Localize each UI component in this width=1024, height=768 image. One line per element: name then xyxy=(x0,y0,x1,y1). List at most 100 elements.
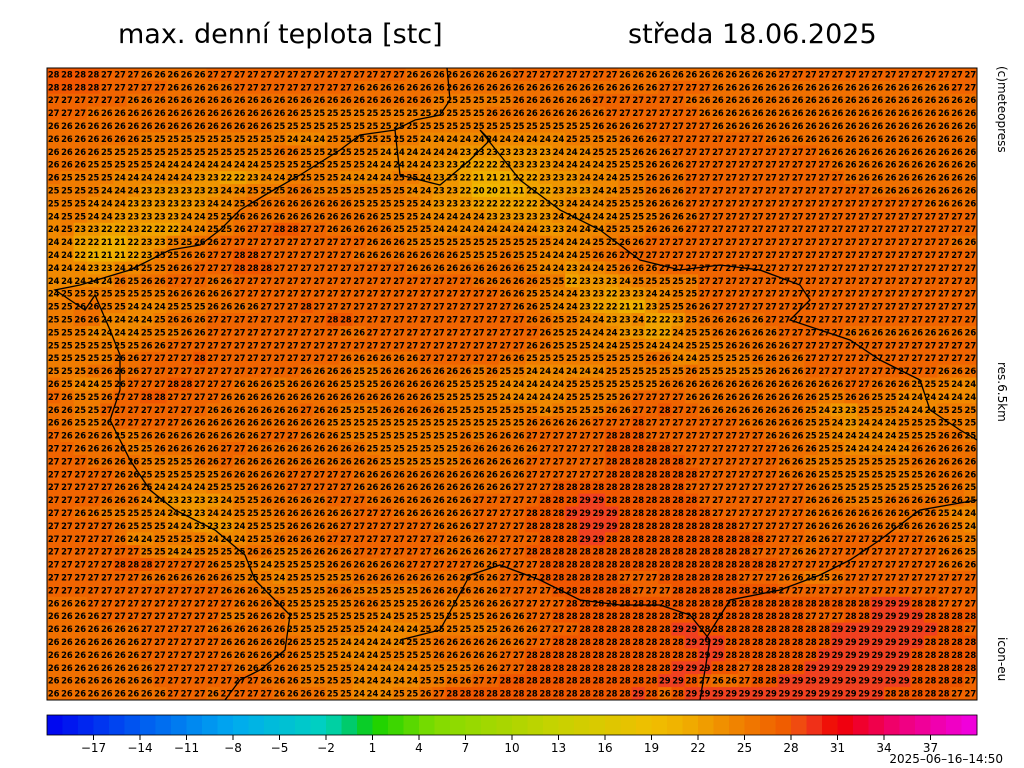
temperature-value: 27 xyxy=(752,456,764,466)
temperature-value: 26 xyxy=(539,82,551,92)
temperature-value: 22 xyxy=(539,186,551,196)
temperature-value: 27 xyxy=(872,302,884,312)
temperature-value: 27 xyxy=(274,289,286,299)
temperature-value: 24 xyxy=(300,134,312,144)
temperature-value: 27 xyxy=(792,250,804,260)
temperature-value: 26 xyxy=(832,82,844,92)
temperature-value: 26 xyxy=(340,392,352,402)
temperature-value: 26 xyxy=(380,469,392,479)
temperature-value: 25 xyxy=(566,379,578,389)
temperature-value: 27 xyxy=(433,276,445,286)
temperature-value: 27 xyxy=(433,302,445,312)
temperature-value: 26 xyxy=(659,173,671,183)
temperature-value: 26 xyxy=(832,108,844,118)
temperature-value: 26 xyxy=(74,315,86,325)
temperature-value: 27 xyxy=(526,495,538,505)
temperature-value: 24 xyxy=(473,211,485,221)
temperature-cell xyxy=(658,80,672,95)
temperature-value: 25 xyxy=(247,147,259,157)
temperature-value: 26 xyxy=(872,173,884,183)
temperature-value: 26 xyxy=(274,508,286,518)
temperature-value: 27 xyxy=(300,69,312,79)
temperature-value: 27 xyxy=(725,147,737,157)
temperature-value: 26 xyxy=(805,469,817,479)
temperature-value: 27 xyxy=(61,482,73,492)
temperature-value: 27 xyxy=(686,121,698,131)
temperature-value: 26 xyxy=(247,95,259,105)
temperature-value: 23 xyxy=(579,276,591,286)
temperature-value: 27 xyxy=(872,366,884,376)
temperature-value: 22 xyxy=(486,160,498,170)
temperature-cell xyxy=(578,80,593,95)
temperature-value: 25 xyxy=(181,237,193,247)
temperature-value: 26 xyxy=(686,302,698,312)
temperature-value: 27 xyxy=(898,315,910,325)
temperature-value: 27 xyxy=(752,289,764,299)
temperature-value: 25 xyxy=(74,366,86,376)
temperature-value: 22 xyxy=(606,302,618,312)
temperature-value: 27 xyxy=(911,237,923,247)
temperature-value: 26 xyxy=(818,379,830,389)
temperature-value: 26 xyxy=(460,443,472,453)
temperature-value: 25 xyxy=(101,173,113,183)
temperature-value: 26 xyxy=(194,418,206,428)
temperature-value: 26 xyxy=(951,237,963,247)
temperature-value: 27 xyxy=(686,108,698,118)
temperature-value: 26 xyxy=(74,160,86,170)
temperature-value: 26 xyxy=(925,108,937,118)
temperature-value: 22 xyxy=(526,173,538,183)
temperature-value: 26 xyxy=(779,469,791,479)
temperature-value: 27 xyxy=(792,263,804,273)
temperature-value: 25 xyxy=(433,456,445,466)
temperature-value: 25 xyxy=(367,198,379,208)
temperature-value: 27 xyxy=(739,289,751,299)
temperature-value: 26 xyxy=(526,418,538,428)
temperature-value: 27 xyxy=(872,250,884,260)
temperature-value: 27 xyxy=(712,211,724,221)
temperature-value: 25 xyxy=(858,469,870,479)
temperature-value: 24 xyxy=(566,160,578,170)
temperature-cell xyxy=(485,80,500,95)
temperature-value: 27 xyxy=(154,379,166,389)
temperature-value: 23 xyxy=(593,289,605,299)
temperature-value: 27 xyxy=(247,340,259,350)
temperature-value: 27 xyxy=(672,443,684,453)
temperature-value: 28 xyxy=(154,392,166,402)
temperature-value: 24 xyxy=(898,405,910,415)
temperature-cell xyxy=(299,68,314,82)
temperature-value: 27 xyxy=(234,353,246,363)
temperature-value: 27 xyxy=(74,495,86,505)
temperature-value: 24 xyxy=(141,173,153,183)
temperature-value: 27 xyxy=(260,302,272,312)
temperature-value: 25 xyxy=(566,405,578,415)
temperature-value: 22 xyxy=(473,160,485,170)
temperature-value: 27 xyxy=(805,173,817,183)
temperature-value: 26 xyxy=(606,405,618,415)
temperature-value: 26 xyxy=(74,431,86,441)
temperature-value: 27 xyxy=(221,315,233,325)
temperature-value: 27 xyxy=(473,302,485,312)
temperature-value: 27 xyxy=(566,443,578,453)
temperature-value: 26 xyxy=(287,495,299,505)
temperature-value: 27 xyxy=(260,69,272,79)
temperature-value: 27 xyxy=(274,431,286,441)
temperature-value: 27 xyxy=(845,276,857,286)
temperature-value: 25 xyxy=(221,482,233,492)
temperature-value: 26 xyxy=(632,134,644,144)
temperature-cell xyxy=(751,68,765,82)
temperature-value: 26 xyxy=(314,431,326,441)
temperature-value: 26 xyxy=(247,418,259,428)
temperature-value: 26 xyxy=(167,82,179,92)
temperature-value: 24 xyxy=(460,224,472,234)
temperature-value: 27 xyxy=(539,69,551,79)
temperature-value: 26 xyxy=(686,366,698,376)
temperature-value: 25 xyxy=(327,134,339,144)
temperature-value: 27 xyxy=(48,108,60,118)
temperature-value: 26 xyxy=(154,95,166,105)
temperature-value: 25 xyxy=(699,327,711,337)
temperature-value: 24 xyxy=(566,198,578,208)
temperature-value: 25 xyxy=(420,224,432,234)
temperature-value: 26 xyxy=(407,469,419,479)
temperature-value: 25 xyxy=(367,443,379,453)
temperature-value: 25 xyxy=(672,366,684,376)
